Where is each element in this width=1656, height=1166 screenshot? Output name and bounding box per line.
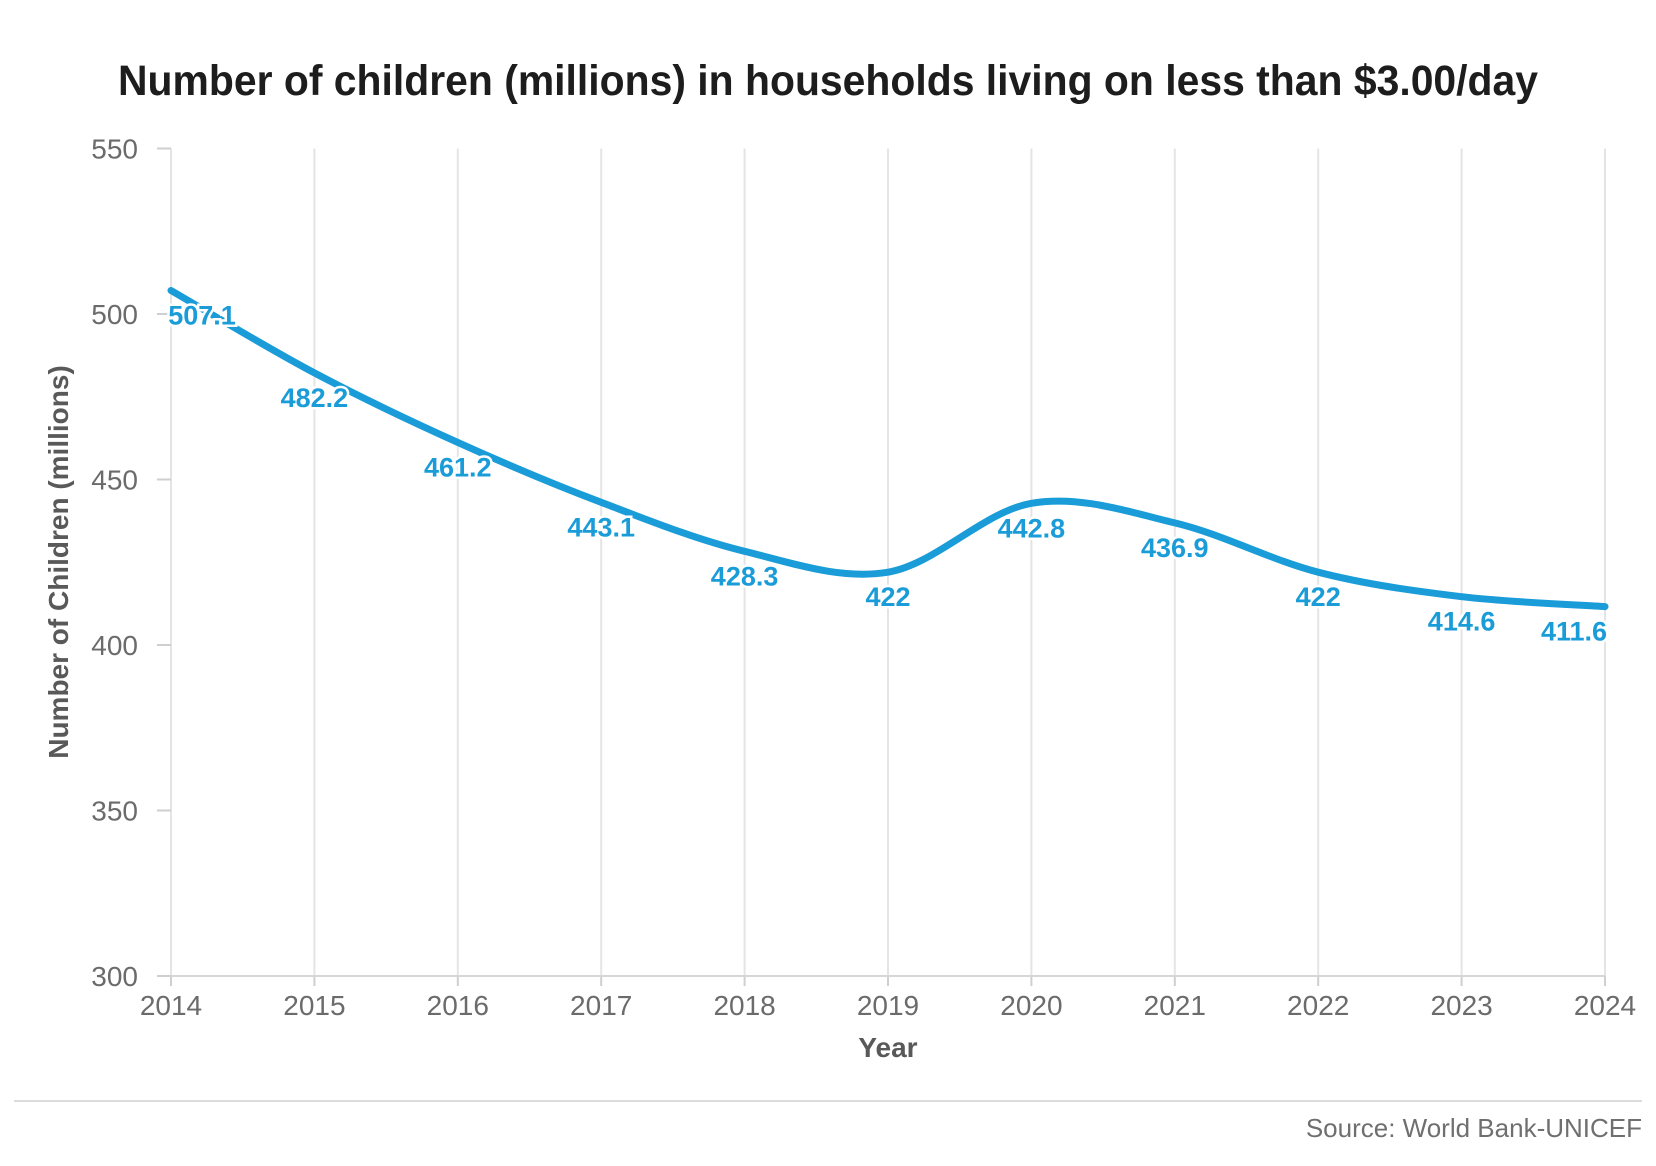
x-tick-label: 2019 <box>857 990 919 1021</box>
y-axis-tick-labels: 300 350 400 450 500 550 <box>91 134 138 993</box>
x-tick-label: 2023 <box>1430 990 1492 1021</box>
x-tick-label: 2021 <box>1144 990 1206 1021</box>
x-tick-label: 2024 <box>1574 990 1636 1021</box>
chart-title: Number of children (millions) in househo… <box>118 57 1538 105</box>
x-tick-label: 2018 <box>713 990 775 1021</box>
data-point-label: 436.9 <box>1141 533 1209 563</box>
source-note: Source: World Bank-UNICEF <box>1306 1113 1642 1143</box>
y-tick-label: 300 <box>91 961 138 992</box>
y-tick-label: 500 <box>91 299 138 330</box>
data-point-label: 414.6 <box>1428 607 1496 637</box>
data-point-label: 442.8 <box>998 513 1066 543</box>
data-point-label: 422 <box>1296 582 1341 612</box>
y-tick-label: 550 <box>91 134 138 165</box>
data-point-label: 428.3 <box>711 561 779 591</box>
y-tick-label: 400 <box>91 630 138 661</box>
series-line <box>167 286 1609 611</box>
x-tick-label: 2015 <box>283 990 345 1021</box>
y-axis-title: Number of Children (millions) <box>43 365 74 759</box>
y-tick-label: 450 <box>91 465 138 496</box>
data-point-label: 461.2 <box>424 452 492 482</box>
x-tick-label: 2014 <box>140 990 202 1021</box>
x-tick-label: 2017 <box>570 990 632 1021</box>
data-point-label: 443.1 <box>567 512 635 542</box>
data-point-label: 411.6 <box>1541 617 1607 647</box>
x-tick-label: 2020 <box>1000 990 1062 1021</box>
x-tick-label: 2022 <box>1287 990 1349 1021</box>
y-tick-label: 350 <box>91 796 138 827</box>
data-point-label: 507.1 <box>168 300 236 330</box>
data-point-labels: 507.1 482.2 461.2 443.1 428.3 422 442.8 436.9 42… <box>166 298 1610 649</box>
data-point-label: 422 <box>865 582 910 612</box>
x-axis-tick-labels: 2014 2015 2016 2017 2018 2019 2020 2021 2022 2023… <box>140 990 1636 1021</box>
data-point-label: 482.2 <box>281 383 349 413</box>
gridlines <box>170 148 1606 976</box>
axes <box>157 147 1606 986</box>
x-axis-title: Year <box>858 1032 917 1063</box>
x-tick-label: 2016 <box>427 990 489 1021</box>
